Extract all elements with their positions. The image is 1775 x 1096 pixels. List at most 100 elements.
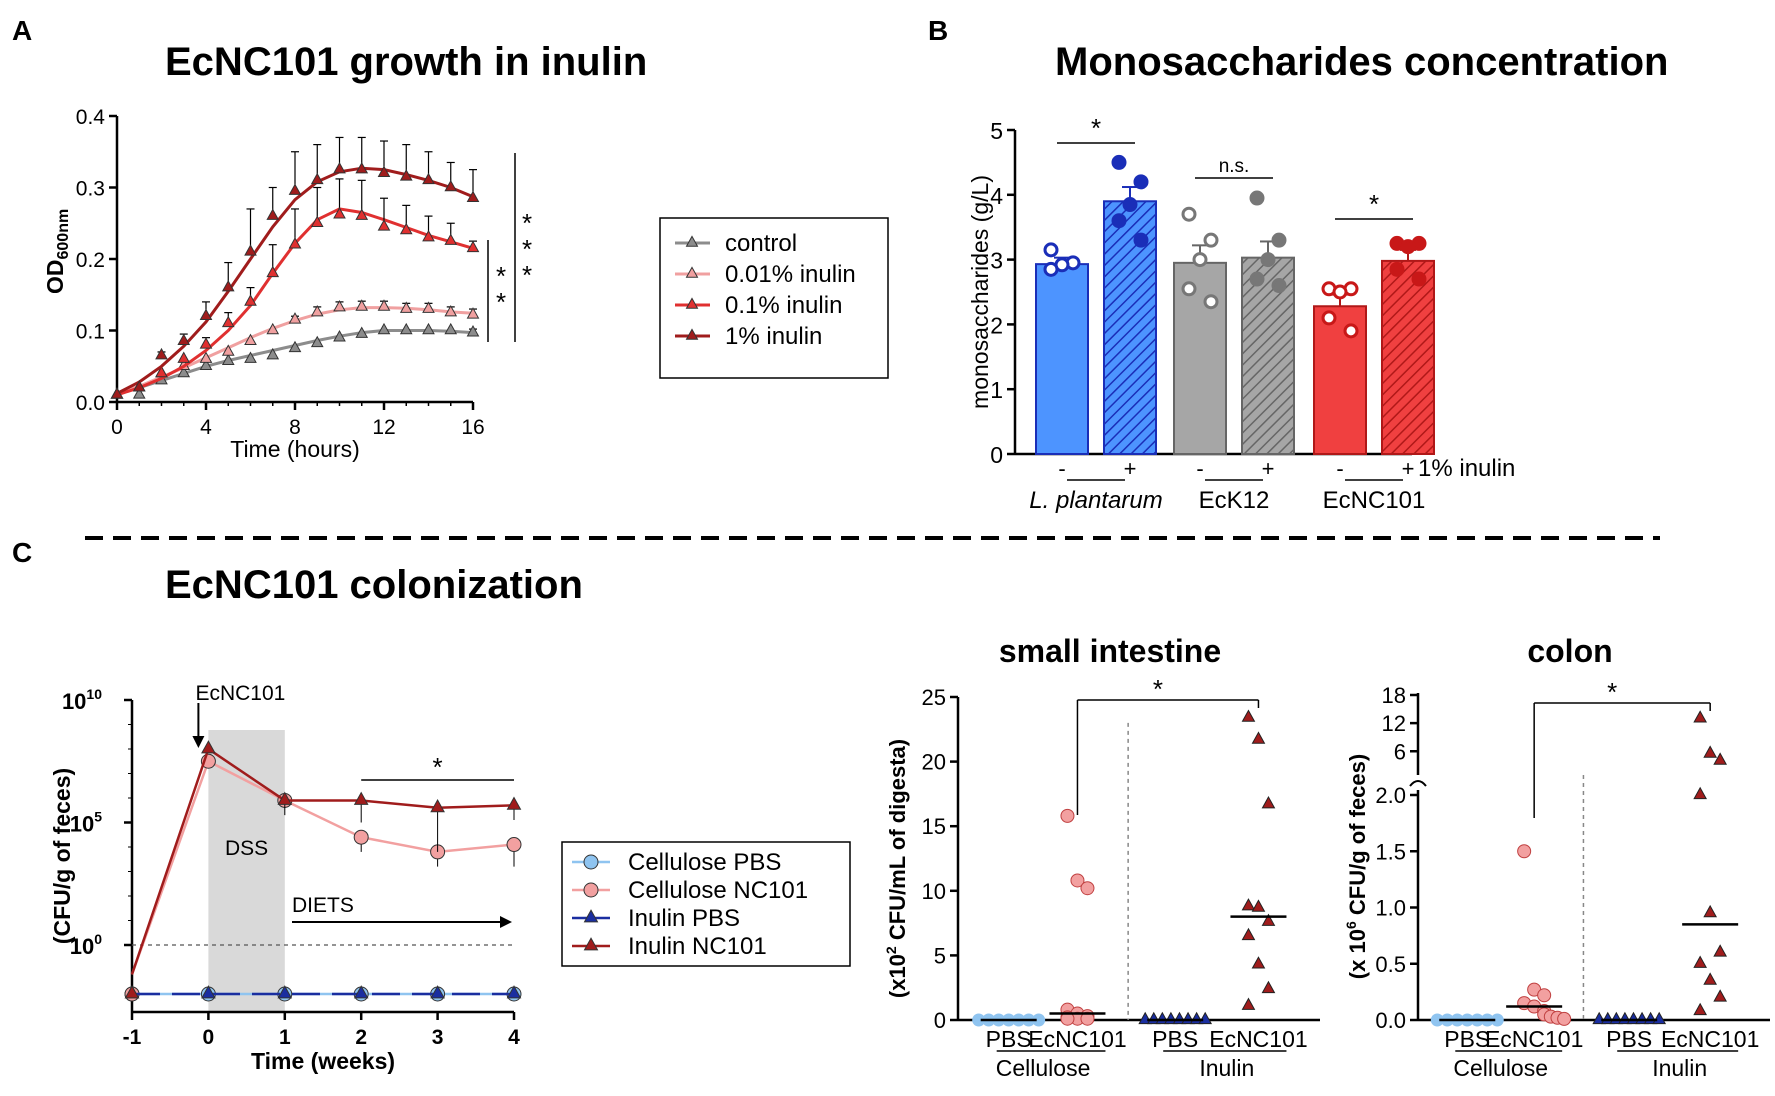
sig-label: * — [1091, 113, 1101, 143]
data-point — [353, 791, 369, 805]
data-point — [1080, 881, 1095, 896]
data-point — [201, 740, 216, 754]
sig-label: * — [1153, 674, 1163, 704]
group-label: Inulin — [1652, 1055, 1707, 1081]
legend-label: Inulin NC101 — [628, 933, 767, 960]
data-point — [244, 244, 257, 256]
data-point — [1537, 988, 1552, 1003]
data-point — [266, 265, 280, 278]
legend-marker — [583, 909, 599, 923]
fit-line — [116, 166, 474, 395]
bar — [1035, 263, 1089, 455]
x-tick-label: 0 — [203, 1026, 215, 1049]
data-point — [266, 208, 280, 220]
legend-label: 0.01% inulin — [725, 261, 856, 288]
data-point — [1490, 1013, 1504, 1027]
diets-arrow-head — [500, 916, 512, 928]
y-tick-label: 1 — [990, 377, 1003, 403]
data-point — [422, 301, 435, 313]
bar — [1173, 261, 1227, 455]
data-point — [1557, 1011, 1572, 1026]
data-point — [1133, 232, 1149, 248]
data-point — [199, 337, 213, 349]
sign-label: + — [1124, 456, 1137, 481]
x-tick-label: 4 — [508, 1026, 520, 1049]
data-point — [1241, 997, 1256, 1010]
y-tick-exp: 0 — [94, 931, 102, 947]
data-point — [1203, 294, 1219, 310]
x-tick-label: 12 — [372, 416, 395, 439]
data-point — [266, 322, 280, 335]
sign-label: + — [1402, 456, 1415, 481]
data-point — [355, 161, 369, 174]
data-point — [1251, 899, 1266, 912]
legend-label: 0.1% inulin — [725, 292, 842, 319]
data-point — [1032, 1013, 1046, 1027]
data-point — [1693, 1002, 1708, 1016]
panel-a-legend: control 0.01% inulin 0.1% inulin 1% inulin — [675, 230, 856, 350]
data-point — [444, 233, 458, 245]
y-tick-label: 18 — [1382, 683, 1406, 708]
data-point — [1070, 873, 1085, 888]
y-tick-label: 0.0 — [1375, 1008, 1406, 1033]
panel-c-label: C — [12, 537, 32, 568]
y-tick-label: 0.3 — [76, 178, 105, 201]
legend-marker — [583, 854, 599, 870]
data-point — [124, 985, 140, 999]
legend-marker — [685, 266, 699, 278]
y-tick-label: 20 — [922, 750, 946, 775]
y-axis-label: monosaccharides (g/L) — [967, 175, 993, 409]
legend-label: Cellulose PBS — [628, 849, 781, 876]
x-category-label: EcNC101 — [1661, 1026, 1759, 1052]
data-point — [1271, 232, 1287, 248]
data-point — [399, 301, 413, 313]
legend-marker — [685, 235, 699, 247]
y-tick-label: 1.5 — [1375, 839, 1406, 864]
arrow-head — [192, 736, 205, 748]
legend-marker — [583, 937, 599, 951]
data-point — [1261, 980, 1276, 994]
sig-star: * — [522, 234, 532, 264]
data-point — [1261, 913, 1276, 926]
x-tick-label: 0 — [111, 416, 123, 439]
data-point — [399, 169, 413, 181]
data-point — [1703, 904, 1718, 918]
legend-label: Inulin PBS — [628, 905, 740, 932]
x-category-label: PBS — [1152, 1026, 1198, 1052]
y-axis-label: OD600nm — [42, 209, 72, 294]
y-tick-label: 0.0 — [76, 392, 105, 415]
y-tick-label: 5 — [934, 943, 946, 968]
inulin-label: 1% inulin — [1418, 455, 1515, 482]
sig-star: * — [522, 208, 532, 238]
sign-label: - — [1196, 456, 1203, 481]
data-point — [1203, 232, 1219, 248]
data-point — [1321, 310, 1337, 326]
data-point — [221, 279, 235, 292]
data-point — [1713, 944, 1728, 957]
x-category-label: PBS — [1606, 1026, 1652, 1052]
data-point — [1430, 1013, 1444, 1027]
data-point — [221, 353, 235, 366]
x-category-label: EcNC101 — [1485, 1026, 1583, 1052]
data-point — [1192, 252, 1208, 268]
data-point — [155, 365, 168, 378]
data-point — [199, 358, 213, 371]
data-point — [444, 304, 458, 317]
data-point — [1251, 956, 1266, 969]
data-point — [221, 344, 235, 356]
data-point — [177, 333, 191, 346]
data-point — [288, 340, 302, 353]
y-axis-label-rest: CFU/mL of digesta) — [885, 739, 910, 946]
y-axis-label: (x 106 CFU/g of feces) — [1343, 754, 1370, 979]
fit-line — [116, 329, 474, 395]
data-point — [1261, 796, 1276, 809]
y-tick-label: 3 — [990, 248, 1003, 274]
colon-title: colon — [1527, 633, 1612, 669]
x-tick-label: 2 — [355, 1026, 367, 1049]
y-tick-label: 6 — [1394, 739, 1406, 764]
group-label: Cellulose — [996, 1055, 1091, 1081]
y-tick-label: 2.0 — [1375, 783, 1406, 808]
